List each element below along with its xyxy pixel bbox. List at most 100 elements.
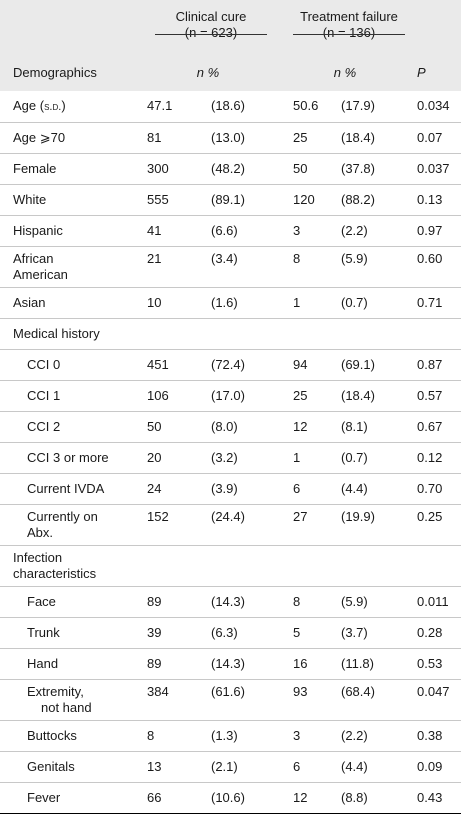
cure-count-cell bbox=[131, 318, 211, 349]
row-label-text: CCI 0 bbox=[27, 356, 61, 372]
cure-percent-cell: (6.6) bbox=[211, 222, 238, 238]
failure-count-cell: 25 bbox=[293, 129, 308, 145]
failure-percent-cell bbox=[341, 318, 405, 349]
cure-percent-cell: (14.3) bbox=[211, 655, 245, 671]
row-label-text: Currently on bbox=[27, 508, 98, 524]
cure-count-cell: 89 bbox=[147, 593, 162, 609]
failure-percent-cell: (18.4) bbox=[341, 129, 375, 145]
failure-count-cell bbox=[285, 545, 341, 586]
cure-percent-cell: (14.3) bbox=[211, 593, 245, 609]
failure-percent-cell: (69.1) bbox=[341, 356, 375, 372]
failure-count-cell: 1 bbox=[293, 449, 301, 465]
cure-count-cell: 50 bbox=[147, 418, 162, 434]
row-label-text: CCI 2 bbox=[27, 418, 61, 434]
table-row: CCI 1 106 (17.0) 25 (18.4) 0.57 bbox=[0, 380, 461, 411]
cure-percent-cell: (3.2) bbox=[211, 449, 238, 465]
p-value-cell: 0.12 bbox=[417, 449, 443, 465]
p-value-cell: 0.28 bbox=[417, 624, 443, 640]
failure-count-cell bbox=[285, 318, 341, 349]
p-value-cell: 0.047 bbox=[417, 683, 450, 699]
row-label: Hispanic bbox=[0, 215, 131, 246]
table-row: CCI 2 50 (8.0) 12 (8.1) 0.67 bbox=[0, 411, 461, 442]
treatment-failure-title: Treatment failure bbox=[300, 9, 398, 24]
p-value-cell: 0.13 bbox=[417, 191, 443, 207]
cure-percent-cell: (18.6) bbox=[211, 98, 245, 114]
row-label: White bbox=[0, 184, 131, 215]
failure-percent-cell: (8.1) bbox=[341, 418, 368, 434]
cure-count-cell: 24 bbox=[147, 480, 162, 496]
table-row: Medical history bbox=[0, 318, 461, 349]
cure-percent-cell: (8.0) bbox=[211, 418, 238, 434]
p-value-cell: 0.87 bbox=[417, 356, 443, 372]
table-row: Genitals 13 (2.1) 6 (4.4) 0.09 bbox=[0, 751, 461, 782]
row-label: Medical history bbox=[0, 318, 131, 349]
failure-subheader: n % bbox=[285, 54, 405, 91]
table-row: Hispanic 41 (6.6) 3 (2.2) 0.97 bbox=[0, 215, 461, 246]
failure-count-cell: 94 bbox=[293, 356, 308, 372]
failure-count-cell: 16 bbox=[293, 655, 308, 671]
cure-percent-cell: (10.6) bbox=[211, 789, 245, 805]
p-value-cell: 0.38 bbox=[417, 727, 443, 743]
failure-percent-cell: (5.9) bbox=[341, 250, 368, 266]
cure-count-cell: 20 bbox=[147, 449, 162, 465]
failure-count-cell: 3 bbox=[293, 222, 301, 238]
failure-count-cell: 8 bbox=[293, 250, 301, 266]
cure-count-cell: 21 bbox=[147, 250, 162, 266]
p-value-cell: 0.09 bbox=[417, 758, 443, 774]
failure-percent-cell: (5.9) bbox=[341, 593, 368, 609]
table-row: Buttocks 8 (1.3) 3 (2.2) 0.38 bbox=[0, 720, 461, 751]
table-row: Age ⩾70 81 (13.0) 25 (18.4) 0.07 bbox=[0, 122, 461, 153]
p-value-header: P bbox=[405, 54, 461, 91]
row-label: Extremity, not hand bbox=[0, 679, 131, 720]
cure-percent-cell: (17.0) bbox=[211, 387, 245, 403]
p-value-cell: 0.53 bbox=[417, 655, 443, 671]
cure-count-cell: 8 bbox=[147, 727, 155, 743]
cure-percent-cell: (48.2) bbox=[211, 160, 245, 176]
cure-subheader: n % bbox=[131, 54, 285, 91]
row-label: Genitals bbox=[0, 751, 131, 782]
row-label: Age ⩾70 bbox=[0, 122, 131, 153]
row-label-text: African bbox=[13, 250, 54, 266]
failure-count-cell: 27 bbox=[293, 508, 308, 524]
failure-percent-cell: (2.2) bbox=[341, 222, 368, 238]
row-label-text: Hand bbox=[27, 655, 59, 671]
row-label-text: Asian bbox=[13, 294, 46, 310]
cure-count-cell: 384 bbox=[147, 683, 169, 699]
table-row: CCI 0 451 (72.4) 94 (69.1) 0.87 bbox=[0, 349, 461, 380]
row-label: CCI 0 bbox=[0, 349, 131, 380]
row-label-continuation: not hand bbox=[41, 699, 92, 715]
row-label-text: Age ⩾70 bbox=[13, 129, 66, 145]
failure-count-cell: 3 bbox=[293, 727, 301, 743]
table-row: Face 89 (14.3) 8 (5.9) 0.011 bbox=[0, 586, 461, 617]
row-label: Asian bbox=[0, 287, 131, 318]
row-label-text: Buttocks bbox=[27, 727, 77, 743]
table-row: African American 21 (3.4) 8 (5.9) 0.60 bbox=[0, 246, 461, 287]
table-row: Infection characteristics bbox=[0, 545, 461, 586]
failure-percent-cell: (4.4) bbox=[341, 480, 368, 496]
table-body: Age (s.d.) 47.1 (18.6) 50.6 (17.9) 0.034 Age ⩾… bbox=[0, 91, 461, 813]
cure-percent-cell: (89.1) bbox=[211, 191, 245, 207]
table-row: Hand 89 (14.3) 16 (11.8) 0.53 bbox=[0, 648, 461, 679]
failure-count-cell: 25 bbox=[293, 387, 308, 403]
p-value-cell: 0.25 bbox=[417, 508, 443, 524]
row-label-text: White bbox=[13, 191, 47, 207]
p-value-cell: 0.037 bbox=[417, 160, 450, 176]
row-label: CCI 2 bbox=[0, 411, 131, 442]
failure-percent-cell: (37.8) bbox=[341, 160, 375, 176]
row-label: Female bbox=[0, 153, 131, 184]
clinical-cure-header: Clinical cure (n = 623) bbox=[131, 0, 285, 54]
failure-count-cell: 12 bbox=[293, 789, 308, 805]
row-label: Hand bbox=[0, 648, 131, 679]
row-label: Infection characteristics bbox=[0, 545, 131, 586]
p-value-cell bbox=[405, 545, 461, 586]
row-label-text: Fever bbox=[27, 789, 61, 805]
row-label: CCI 1 bbox=[0, 380, 131, 411]
cure-count-cell: 451 bbox=[147, 356, 169, 372]
cure-count-cell: 89 bbox=[147, 655, 162, 671]
row-label-text: Genitals bbox=[27, 758, 75, 774]
row-label-text: CCI 1 bbox=[27, 387, 61, 403]
cure-percent-cell: (3.9) bbox=[211, 480, 238, 496]
failure-count-cell: 1 bbox=[293, 294, 301, 310]
cure-count-cell: 66 bbox=[147, 789, 162, 805]
failure-count-cell: 12 bbox=[293, 418, 308, 434]
